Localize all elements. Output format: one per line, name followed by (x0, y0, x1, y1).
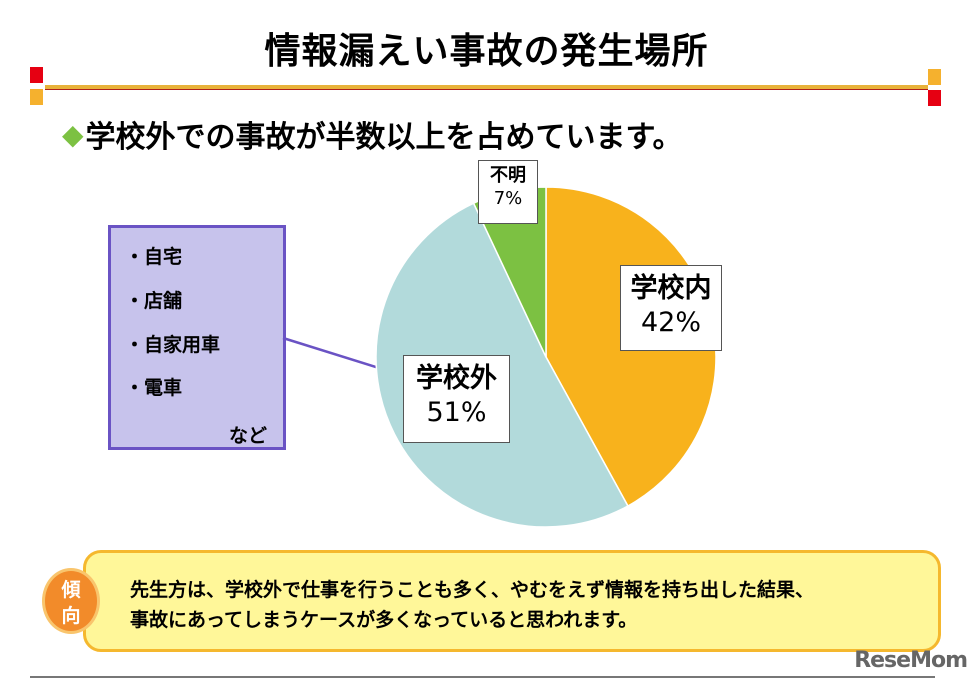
place-item: ・電車 (125, 377, 183, 399)
slice-value: 7% (493, 187, 523, 209)
subtitle-text: 学校外での事故が半数以上を占めています。 (85, 120, 683, 155)
place-examples-box: ・自宅 ・店舗 ・自家用車 ・電車 など (108, 225, 286, 450)
subtitle: ◆ 学校外での事故が半数以上を占めています。 (62, 112, 683, 156)
slice-label-inside-school: 学校内 42% (620, 265, 722, 351)
place-etc: など (228, 425, 267, 447)
place-item: ・店舗 (125, 290, 183, 312)
slice-name: 学校内 (630, 273, 712, 304)
trend-callout: 先生方は、学校外で仕事を行うことも多く、やむをえず情報を持ち出した結果、 事故に… (83, 550, 941, 652)
callout-line: 先生方は、学校外で仕事を行うことも多く、やむをえず情報を持ち出した結果、 (130, 579, 815, 601)
title-rule-thin (45, 89, 928, 90)
slice-value: 51% (426, 396, 487, 428)
slice-label-outside-school: 学校外 51% (403, 355, 510, 443)
footer-rule (30, 676, 935, 678)
slice-label-unknown: 不明 7% (478, 160, 538, 224)
slice-name: 学校外 (416, 363, 497, 394)
trend-badge: 傾 向 (42, 568, 100, 634)
title-rule (45, 85, 928, 89)
callout-text: 先生方は、学校外で仕事を行うことも多く、やむをえず情報を持ち出した結果、 事故に… (130, 575, 814, 635)
decor-square (928, 69, 941, 85)
watermark-logo: ReseMom (854, 648, 968, 673)
connector-line (282, 336, 393, 374)
decor-square (30, 67, 43, 83)
place-item: ・自家用車 (125, 334, 221, 356)
slice-value: 42% (640, 306, 701, 338)
decor-square (30, 89, 43, 105)
badge-char: 向 (61, 605, 81, 627)
decor-square (928, 90, 941, 106)
diamond-bullet-icon: ◆ (62, 117, 84, 151)
place-item: ・自宅 (125, 246, 183, 268)
callout-line: 事故にあってしまうケースが多くなっていると思われます。 (130, 609, 638, 631)
slice-name: 不明 (490, 165, 526, 186)
slide-title: 情報漏えい事故の発生場所 (264, 31, 709, 72)
badge-char: 傾 (61, 579, 81, 601)
